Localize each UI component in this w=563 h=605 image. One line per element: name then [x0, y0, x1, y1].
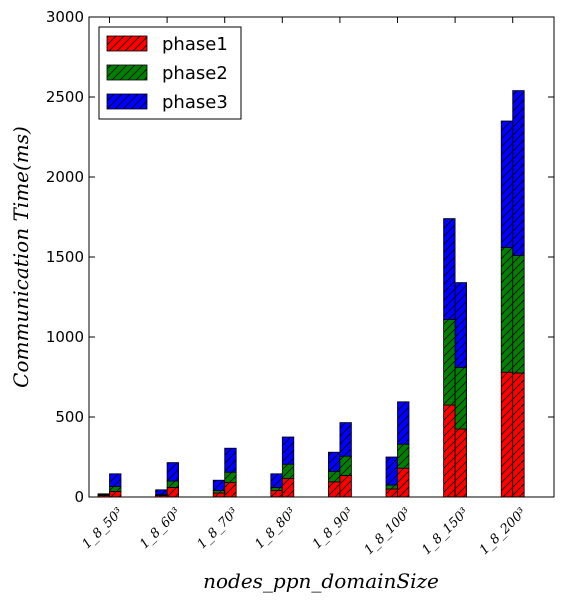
bar-hatch-phase2-left-4 — [328, 471, 340, 482]
bar-hatch-phase3-right-6 — [455, 282, 467, 368]
bar-hatch-phase3-left-7 — [501, 121, 513, 248]
bar-hatch-phase3-left-1 — [155, 489, 168, 495]
bar-hatch-phase2-right-5 — [397, 444, 409, 469]
bar-hatch-phase1-right-6 — [455, 429, 467, 497]
bar-hatch-phase3-right-1 — [167, 462, 179, 481]
x-tick-label: 1_8_100³ — [362, 505, 415, 558]
bar-hatch-phase1-left-2 — [213, 493, 225, 497]
bar-hatch-phase3-left-6 — [443, 218, 456, 320]
bar-hatch-phase3-left-2 — [213, 480, 225, 491]
bar-hatch-phase2-right-6 — [455, 367, 467, 429]
legend-label-phase2: phase2 — [162, 63, 228, 84]
bar-hatch-phase2-left-7 — [501, 247, 513, 373]
bar-hatch-phase2-right-1 — [167, 481, 179, 488]
y-tick-label: 1500 — [46, 248, 84, 266]
legend-label-phase3: phase3 — [162, 92, 228, 113]
bar-hatch-phase3-left-4 — [328, 452, 340, 472]
legend-swatch-hatch-phase1 — [107, 36, 147, 51]
y-tick-label: 3000 — [46, 8, 84, 26]
bar-hatch-phase3-right-0 — [109, 473, 121, 487]
bar-hatch-phase2-right-3 — [282, 464, 294, 479]
bar-hatch-phase2-left-6 — [443, 319, 456, 405]
bar-hatch-phase3-right-5 — [397, 401, 409, 445]
x-axis-title: nodes_ppn_domainSize — [203, 569, 439, 593]
bar-hatch-phase1-left-3 — [270, 490, 283, 497]
bars-layer — [97, 90, 525, 498]
bar-hatch-phase1-left-0 — [98, 495, 110, 497]
bar-hatch-phase1-right-2 — [224, 482, 237, 497]
x-tick-label: 1_8_90³ — [310, 505, 357, 552]
legend-swatch-hatch-phase2 — [107, 65, 147, 80]
bar-hatch-phase1-right-7 — [512, 373, 525, 497]
bar-hatch-phase1-right-5 — [397, 468, 409, 497]
bar-hatch-phase3-right-3 — [282, 437, 294, 465]
bar-hatch-phase3-right-2 — [224, 448, 237, 473]
legend: phase1 phase2 phase3 — [98, 26, 242, 120]
y-tick-label: 500 — [55, 408, 84, 426]
bar-hatch-phase1-left-4 — [328, 481, 340, 497]
y-tick-label: 2000 — [46, 168, 84, 186]
bar-hatch-phase1-right-4 — [339, 475, 352, 497]
x-tick-label: 1_8_60³ — [137, 505, 184, 552]
bar-hatch-phase1-right-1 — [167, 487, 179, 497]
bar-hatch-phase3-right-7 — [512, 90, 525, 256]
y-tick-label: 0 — [74, 488, 84, 506]
y-axis: 0 500 1000 1500 2000 2500 3000 — [46, 8, 554, 506]
bar-hatch-phase2-left-2 — [213, 490, 225, 493]
bar-hatch-phase1-left-5 — [386, 489, 398, 497]
bar-hatch-phase1-left-6 — [443, 405, 456, 497]
bar-hatch-phase2-left-1 — [155, 494, 168, 496]
x-tick-label: 1_8_80³ — [252, 505, 299, 552]
y-tick-label: 2500 — [46, 88, 84, 106]
y-tick-label: 1000 — [46, 328, 84, 346]
legend-label-phase1: phase1 — [162, 34, 228, 55]
bar-hatch-phase2-right-4 — [339, 456, 352, 476]
bar-hatch-phase3-left-5 — [386, 457, 398, 485]
bar-hatch-phase2-left-5 — [386, 485, 398, 489]
legend-swatch-hatch-phase3 — [107, 94, 147, 109]
bar-hatch-phase2-right-2 — [224, 472, 237, 483]
bar-hatch-phase1-right-3 — [282, 478, 294, 497]
bar-hatch-phase3-left-3 — [270, 473, 283, 488]
x-tick-label: 1_8_50³ — [79, 505, 126, 552]
bar-hatch-phase2-right-7 — [512, 255, 525, 373]
x-tick-label: 1_8_200³ — [477, 505, 530, 558]
bar-hatch-phase1-left-1 — [155, 495, 168, 497]
x-tick-label: 1_8_70³ — [195, 505, 242, 552]
bar-hatch-phase2-left-3 — [270, 487, 283, 491]
bar-hatch-phase2-left-0 — [98, 494, 110, 496]
y-axis-title: Communication Time(ms) — [9, 126, 33, 388]
bar-hatch-phase2-right-0 — [109, 486, 121, 492]
bar-hatch-phase1-right-0 — [109, 491, 121, 497]
bar-hatch-phase1-left-7 — [501, 372, 513, 497]
bar-hatch-phase3-right-4 — [339, 422, 352, 457]
bar-hatch-phase3-left-0 — [98, 493, 110, 495]
x-tick-label: 1_8_150³ — [419, 505, 472, 558]
